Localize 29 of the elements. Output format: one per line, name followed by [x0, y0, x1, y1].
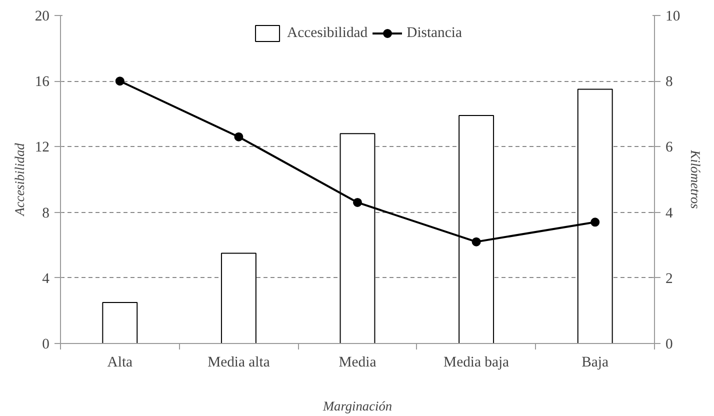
y-tick-label: 8 [42, 205, 50, 222]
y2-tick-label: 2 [666, 270, 673, 287]
y2-tick-label: 8 [666, 74, 673, 90]
x-axis-title: Marginación [322, 398, 392, 414]
y2-tick-label: 0 [666, 336, 673, 352]
y2-tick-label: 4 [666, 205, 674, 222]
y-tick-label: 0 [42, 336, 50, 352]
x-tick-label: Alta [107, 354, 134, 370]
point [590, 218, 600, 227]
point [472, 237, 481, 246]
y-tick-label: 4 [42, 270, 50, 287]
legend-label: Accesibilidad [287, 24, 368, 42]
bar [102, 302, 138, 344]
point [234, 132, 244, 142]
point [115, 76, 124, 86]
y2-tick-label: 6 [666, 140, 673, 156]
bar [220, 252, 256, 344]
y2-axis-title: Kilómetros [688, 149, 704, 209]
x-tick-label: Baja [582, 354, 610, 370]
legend-label: Distancia [406, 24, 462, 42]
y-axis-title: Accesibilidad [12, 142, 27, 217]
y-tick-label: 12 [34, 140, 50, 156]
x-tick-label: Media alta [208, 354, 270, 370]
y2-tick-label: 10 [666, 8, 680, 24]
y-tick-label: 20 [34, 8, 50, 24]
x-tick-label: Media baja [444, 354, 510, 370]
y-tick-label: 16 [34, 74, 50, 90]
point [353, 198, 362, 207]
x-tick-label: Media [338, 354, 377, 370]
